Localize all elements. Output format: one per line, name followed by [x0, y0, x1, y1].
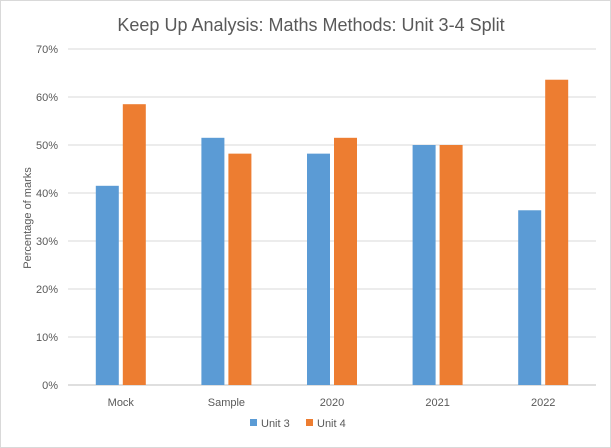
y-tick-label: 60%	[36, 92, 58, 104]
legend-label: Unit 3	[261, 418, 290, 430]
bars	[95, 79, 569, 385]
bar-unit-3-2021	[412, 145, 436, 385]
x-tick-label: Sample	[208, 397, 245, 409]
bar-unit-3-2022	[518, 210, 542, 385]
y-tick-label: 20%	[36, 284, 58, 296]
y-tick-label: 30%	[36, 236, 58, 248]
x-tick-label: 2021	[425, 397, 449, 409]
y-tick-label: 0%	[42, 380, 58, 392]
legend-swatch	[306, 419, 313, 426]
legend-swatch	[250, 419, 257, 426]
bar-unit-3-mock	[95, 185, 119, 385]
x-tick-label: 2020	[320, 397, 344, 409]
y-axis-ticks: 0% 10% 20% 30% 40% 50% 60% 70%	[36, 44, 58, 392]
bar-unit-4-2020	[334, 137, 357, 385]
y-axis-title: Percentage of marks	[22, 167, 34, 269]
gridlines	[68, 48, 596, 386]
bar-unit-4-2021	[439, 145, 463, 385]
bar-unit-3-sample	[201, 137, 225, 385]
bar-unit-4-2022	[545, 79, 569, 385]
bar-unit-4-mock	[122, 104, 146, 385]
bar-unit-3-2020	[307, 153, 330, 385]
chart-title: Keep Up Analysis: Maths Methods: Unit 3-…	[117, 15, 504, 35]
legend-label: Unit 4	[317, 418, 346, 430]
x-tick-label: Mock	[108, 397, 135, 409]
x-tick-label: 2022	[531, 397, 555, 409]
y-tick-label: 10%	[36, 332, 58, 344]
y-tick-label: 50%	[36, 140, 58, 152]
y-tick-label: 40%	[36, 188, 58, 200]
bar-unit-4-sample	[228, 153, 252, 385]
x-axis-ticks: Mock Sample 2020 2021 2022	[108, 397, 556, 409]
y-tick-label: 70%	[36, 44, 58, 56]
legend: Unit 3 Unit 4	[250, 418, 346, 430]
